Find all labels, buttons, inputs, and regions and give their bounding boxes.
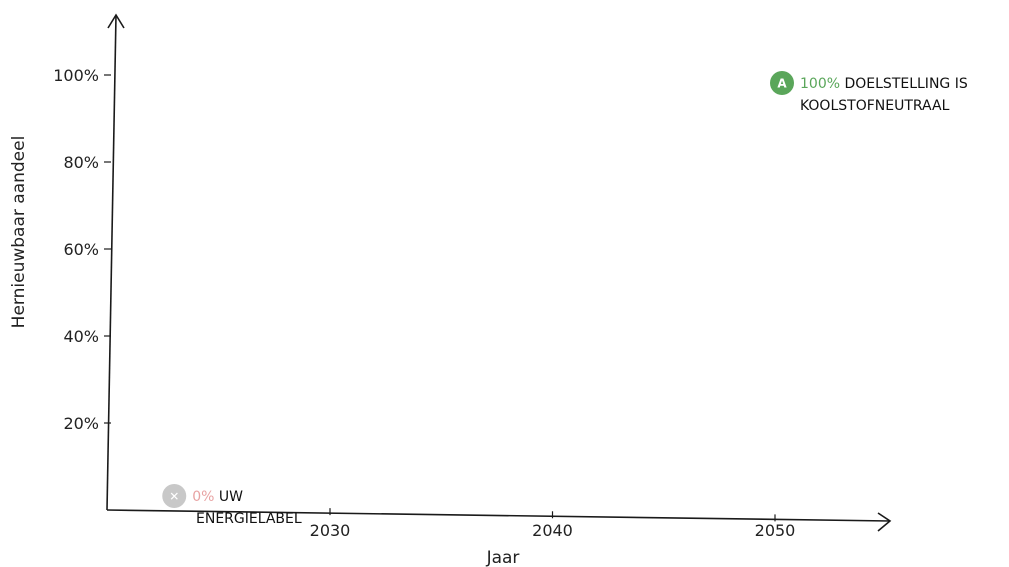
- x-axis-title: Jaar: [486, 548, 520, 567]
- x-tick-label: 2030: [310, 521, 351, 540]
- point-label-text: UW: [214, 489, 243, 505]
- point-label-line1: 0% UW: [192, 489, 243, 505]
- data-point: A 100% DOELSTELLING IS KOOLSTOFNEUTRAAL: [770, 71, 968, 114]
- close-badge-icon: [162, 484, 187, 508]
- label-a-letter: A: [777, 77, 787, 91]
- point-label-line2: ENERGIELABEL: [196, 511, 302, 527]
- x-axis-arrowhead: [877, 512, 892, 532]
- y-tick-label: 80%: [63, 153, 99, 172]
- point-label-text: DOELSTELLING IS: [840, 76, 968, 92]
- y-tick-label: 40%: [63, 327, 99, 346]
- y-tick-label: 100%: [53, 66, 99, 85]
- y-axis: [106, 14, 117, 511]
- point-value-label: 0%: [192, 489, 214, 505]
- y-ticks: 20% 40% 60% 80% 100%: [53, 66, 111, 433]
- x-axis: [106, 509, 891, 522]
- y-axis-arrowhead: [107, 13, 125, 29]
- data-points: A 100% DOELSTELLING IS KOOLSTOFNEUTRAAL ✕ 0%…: [162, 71, 968, 527]
- x-tick-label: 2040: [532, 521, 573, 540]
- axes: [106, 13, 892, 532]
- point-label-line1: 100% DOELSTELLING IS: [800, 76, 968, 92]
- point-label-line2: KOOLSTOFNEUTRAAL: [800, 98, 950, 114]
- close-icon: ✕: [169, 490, 179, 504]
- y-tick-label: 20%: [63, 414, 99, 433]
- x-ticks: 2030 2040 2050: [310, 508, 796, 540]
- x-tick-label: 2050: [755, 521, 796, 540]
- label-a-badge: [770, 71, 794, 95]
- data-point: ✕ 0% UW ENERGIELABEL: [162, 484, 302, 527]
- y-tick-label: 60%: [63, 240, 99, 259]
- y-axis-title: Hernieuwbaar aandeel: [9, 136, 29, 329]
- point-value-label: 100%: [800, 76, 840, 92]
